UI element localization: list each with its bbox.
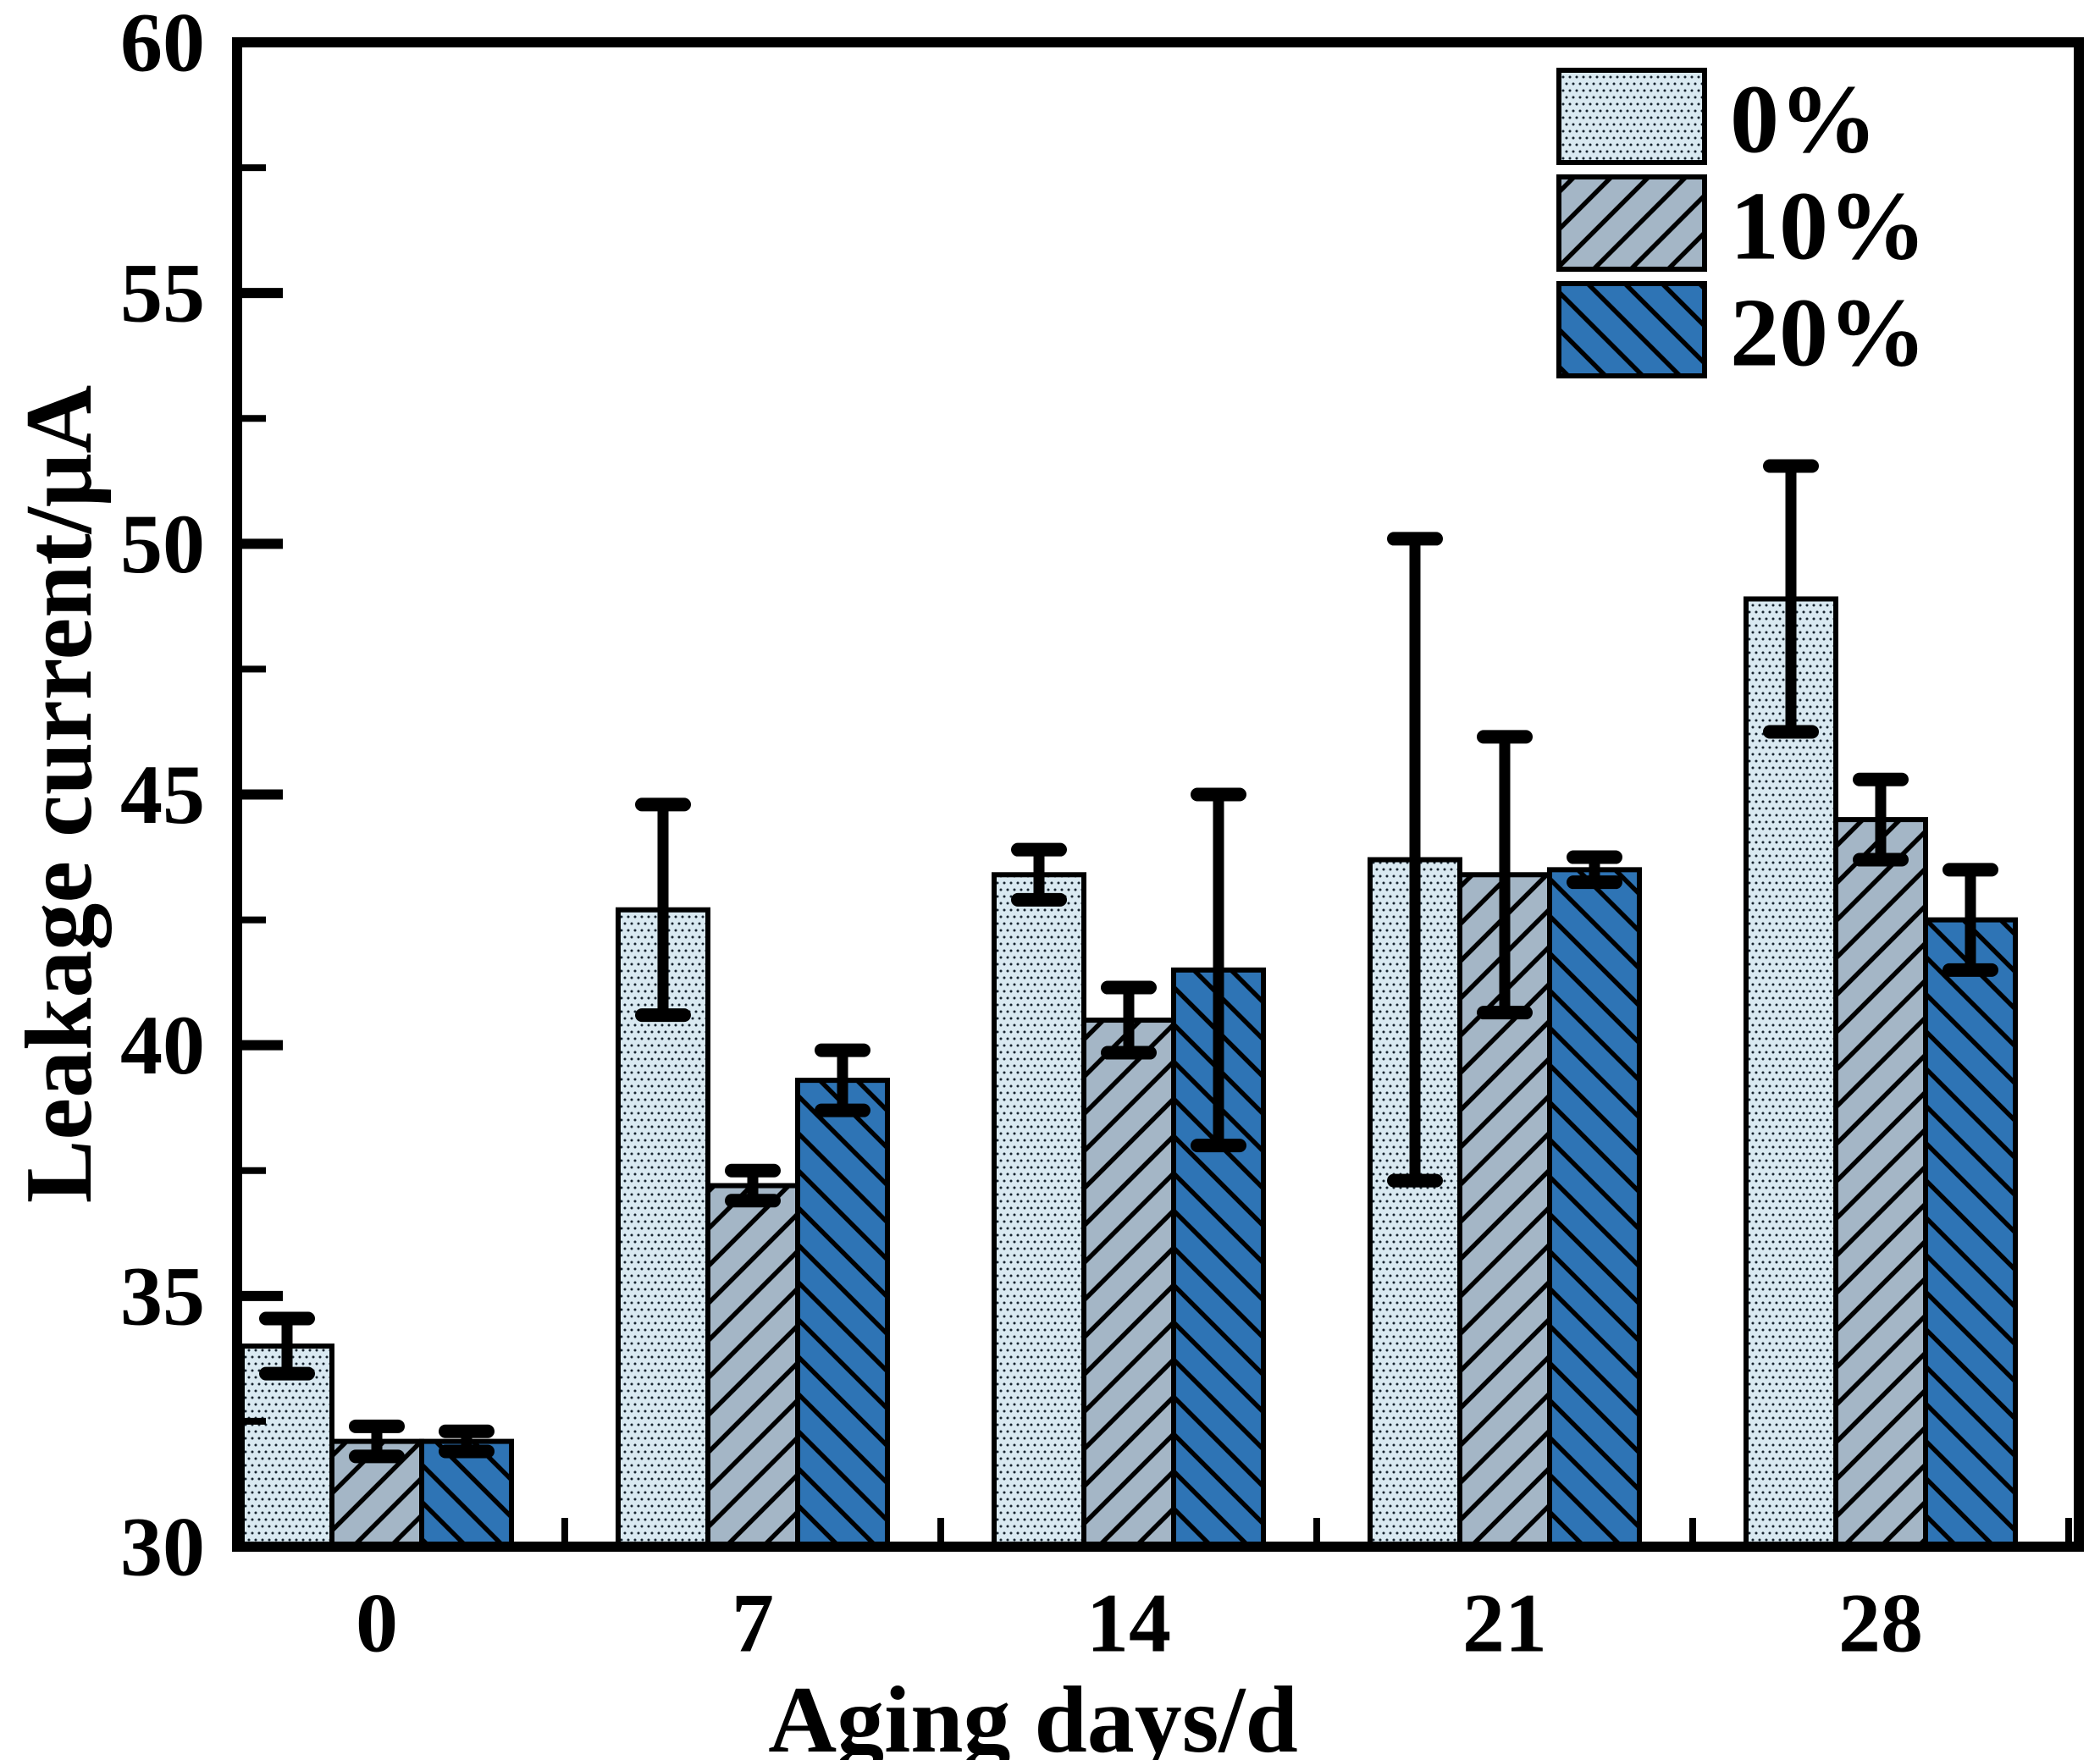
error-cap-high-0%-day14 xyxy=(1011,842,1067,857)
bar-pattern-20%-day28 xyxy=(1926,919,2015,1547)
error-cap-high-10%-day0 xyxy=(349,1419,405,1433)
y-tick-label-55: 55 xyxy=(120,246,205,340)
error-cap-low-10%-day7 xyxy=(725,1194,781,1208)
error-cap-high-10%-day28 xyxy=(1853,772,1909,786)
error-cap-low-10%-day14 xyxy=(1101,1046,1157,1060)
x-tick-label-28: 28 xyxy=(1838,1576,1923,1670)
y-tick-label-60: 60 xyxy=(120,0,205,90)
bar-pattern-20%-day7 xyxy=(798,1080,887,1547)
x-axis-label: Aging days/d xyxy=(768,1668,1298,1760)
bar-pattern-10%-day14 xyxy=(1084,1020,1174,1547)
y-tick-label-35: 35 xyxy=(120,1249,205,1343)
error-cap-high-20%-day0 xyxy=(439,1424,495,1438)
error-cap-low-0%-day7 xyxy=(635,1008,691,1023)
y-tick-label-50: 50 xyxy=(120,497,205,591)
legend-label-10%: 10% xyxy=(1730,173,1926,281)
plot-frame xyxy=(232,37,2084,1552)
error-cap-high-0%-day28 xyxy=(1763,459,1819,473)
error-cap-high-0%-day7 xyxy=(635,797,691,812)
y-tick-label-45: 45 xyxy=(120,748,205,841)
error-cap-high-20%-day21 xyxy=(1567,850,1622,864)
legend-swatch-pattern-0% xyxy=(1559,70,1705,163)
error-bars-group xyxy=(259,459,1998,1464)
legend: 0%10%20% xyxy=(1556,66,1926,388)
error-cap-high-0%-day21 xyxy=(1387,532,1443,546)
error-cap-high-10%-day21 xyxy=(1477,730,1533,744)
error-cap-high-20%-day28 xyxy=(1942,863,1998,877)
legend-swatch-pattern-20% xyxy=(1559,284,1705,376)
legend-swatch-pattern-10% xyxy=(1559,177,1705,269)
x-tick-label-21: 21 xyxy=(1462,1576,1547,1670)
y-tick-label-40: 40 xyxy=(120,998,205,1092)
error-cap-low-0%-day28 xyxy=(1763,725,1819,739)
error-cap-low-10%-day0 xyxy=(349,1449,405,1464)
bar-pattern-0%-day14 xyxy=(994,874,1084,1547)
ticks-group: 30 35 40 45 50 55 60 0 7 14 21 28 xyxy=(120,0,2072,1670)
error-cap-high-10%-day7 xyxy=(725,1163,781,1178)
error-cap-low-20%-day7 xyxy=(815,1103,870,1117)
bars-group xyxy=(240,596,2018,1550)
legend-label-0%: 0% xyxy=(1730,66,1877,174)
legend-label-20%: 20% xyxy=(1730,279,1926,388)
legend-swatch-border-0% xyxy=(1556,68,1707,165)
bar-pattern-10%-day28 xyxy=(1836,819,1926,1547)
error-cap-high-0%-day0 xyxy=(259,1311,315,1326)
error-cap-low-0%-day21 xyxy=(1387,1173,1443,1188)
error-cap-low-10%-day28 xyxy=(1853,852,1909,867)
bar-pattern-20%-day0 xyxy=(422,1441,511,1547)
y-axis-label: Leakage current/μA xyxy=(7,385,112,1204)
bar-pattern-20%-day21 xyxy=(1550,869,1639,1547)
error-cap-low-20%-day21 xyxy=(1567,875,1622,890)
x-tick-label-14: 14 xyxy=(1086,1576,1171,1670)
error-cap-low-10%-day21 xyxy=(1477,1006,1533,1020)
legend-swatch-border-20% xyxy=(1556,281,1707,378)
error-cap-low-0%-day0 xyxy=(259,1366,315,1381)
bar-pattern-10%-day7 xyxy=(708,1185,798,1547)
bar-pattern-0%-day28 xyxy=(1746,599,1836,1547)
x-tick-label-7: 7 xyxy=(732,1576,774,1670)
error-cap-low-20%-day0 xyxy=(439,1444,495,1459)
error-cap-low-20%-day14 xyxy=(1191,1139,1246,1153)
error-cap-low-0%-day14 xyxy=(1011,892,1067,907)
x-tick-label-0: 0 xyxy=(356,1576,398,1670)
y-tick-label-30: 30 xyxy=(120,1500,205,1594)
error-cap-high-10%-day14 xyxy=(1101,980,1157,995)
error-cap-low-20%-day28 xyxy=(1942,963,1998,977)
legend-swatch-border-10% xyxy=(1556,174,1707,272)
error-cap-high-20%-day14 xyxy=(1191,787,1246,802)
error-cap-high-20%-day7 xyxy=(815,1043,870,1057)
